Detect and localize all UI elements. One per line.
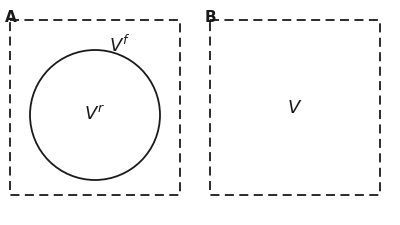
Text: $V^f$: $V^f$ [109,34,131,56]
Text: $V$: $V$ [287,99,303,117]
Bar [10,20,180,195]
Text: $V^r$: $V^r$ [84,106,106,124]
Text: A: A [5,10,17,25]
Text: B: B [205,10,217,25]
Bar [210,20,380,195]
